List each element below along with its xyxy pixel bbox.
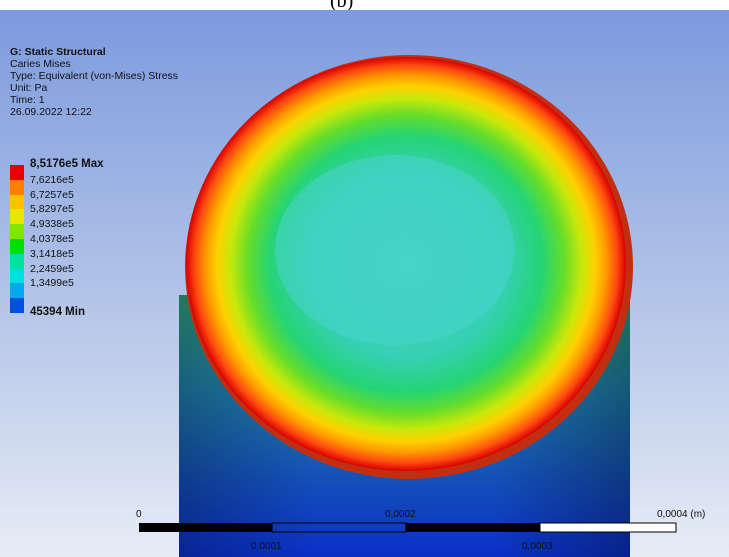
scale-label-0001: 0,0001 — [251, 541, 282, 552]
result-date: 26.09.2022 12:22 — [10, 106, 92, 118]
scale-seg-2 — [271, 522, 407, 533]
legend-value-label: 1,3499e5 — [30, 277, 74, 290]
graphics-viewport[interactable]: G: Static Structural Caries Mises Type: … — [0, 10, 729, 557]
legend-min-label: 45394 Min — [30, 305, 85, 318]
figure-caption: (b) — [0, 0, 729, 10]
legend-swatch — [10, 298, 24, 313]
legend-swatch — [10, 283, 24, 299]
legend-swatch — [10, 165, 24, 180]
legend-swatch — [10, 224, 24, 239]
legend-swatch — [10, 253, 24, 269]
legend-swatch — [10, 268, 24, 284]
scale-label-0002: 0,0002 — [385, 509, 416, 520]
legend-value-label: 4,0378e5 — [30, 232, 74, 245]
scale-label-0003: 0,0003 — [522, 541, 553, 552]
legend-value-label: 3,1418e5 — [30, 247, 74, 260]
legend-value-label: 4,9338e5 — [30, 218, 74, 231]
stress-contour-model[interactable] — [0, 10, 729, 557]
legend-value-label: 7,6216e5 — [30, 173, 74, 186]
analysis-title: G: Static Structural — [10, 46, 106, 58]
result-type: Type: Equivalent (von-Mises) Stress — [10, 70, 179, 82]
scale-seg-1 — [139, 523, 272, 532]
legend-max-label: 8,5176e5 Max — [30, 158, 104, 170]
scale-label-0004: 0,0004 (m) — [657, 509, 706, 520]
result-name: Caries Mises — [10, 58, 71, 70]
legend-value-label: 2,2459e5 — [30, 262, 74, 275]
legend-value-label: 6,7257e5 — [30, 188, 74, 201]
legend-swatch — [10, 209, 24, 225]
legend-swatch — [10, 238, 24, 254]
scale-label-0: 0 — [136, 509, 142, 520]
scale-seg-3 — [406, 523, 540, 532]
legend-value-label: 5,8297e5 — [30, 203, 74, 216]
scale-seg-4 — [539, 522, 677, 533]
legend-swatch — [10, 179, 24, 195]
scale-bar — [139, 522, 677, 533]
result-info: G: Static Structural Caries Mises Type: … — [10, 46, 178, 118]
result-time: Time: 1 — [10, 94, 45, 106]
low-stress-region — [275, 155, 515, 345]
result-unit: Unit: Pa — [10, 82, 48, 94]
legend-swatch — [10, 194, 24, 210]
